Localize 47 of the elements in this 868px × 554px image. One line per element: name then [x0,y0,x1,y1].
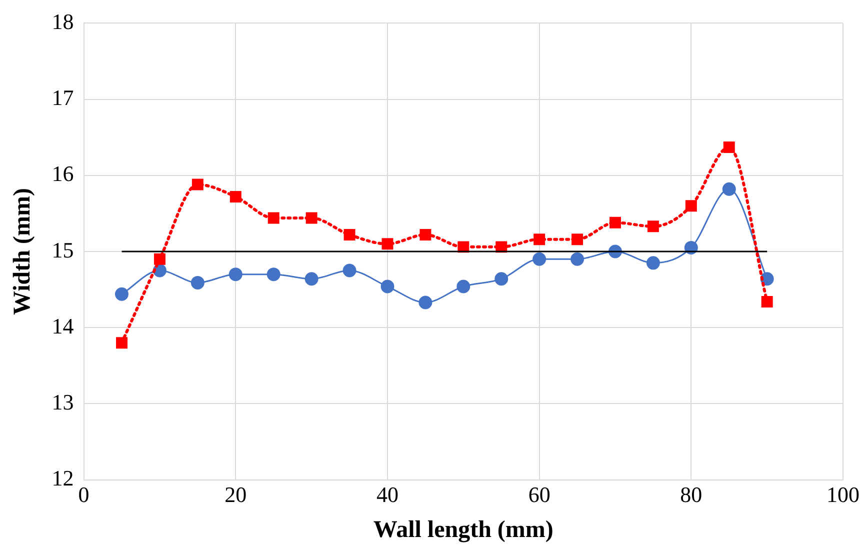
point [115,287,129,301]
point [532,252,546,266]
x-axis-title: Wall length (mm) [373,516,554,543]
y-axis-title: Width (mm) [10,188,36,315]
point [342,264,356,278]
y-tick-label: 18 [52,8,74,34]
x-tick-label: 40 [376,482,398,507]
point [761,296,773,308]
point [723,142,735,153]
point [344,229,356,240]
y-tick-label: 15 [52,237,74,262]
point [496,241,508,253]
y-tick-label: 16 [52,161,74,186]
point [306,212,318,224]
y-tick-label: 13 [52,389,74,414]
x-tick-label: 100 [826,482,860,507]
y-tick-label: 17 [52,85,74,110]
x-tick-label: 0 [78,482,90,507]
x-tick-label: 20 [224,482,247,507]
point [534,234,546,246]
point [268,212,280,224]
point [458,241,470,253]
point [116,337,128,349]
point [609,216,621,228]
point [192,178,204,190]
point [570,252,584,266]
point [647,220,659,232]
point [228,268,242,282]
point [456,280,470,294]
point [380,280,394,294]
point [266,268,280,282]
x-tick-label: 60 [528,482,550,507]
point [494,272,508,286]
point [382,238,394,250]
point [190,276,204,290]
point [572,234,584,246]
y-tick-label: 12 [52,466,74,491]
point [154,253,166,265]
y-tick-label: 14 [52,313,74,338]
point [646,256,660,270]
point [304,272,318,286]
point [685,200,697,212]
point [420,229,432,240]
x-tick-label: 80 [680,482,702,507]
point [230,190,242,202]
point [418,296,432,310]
point [722,182,736,196]
